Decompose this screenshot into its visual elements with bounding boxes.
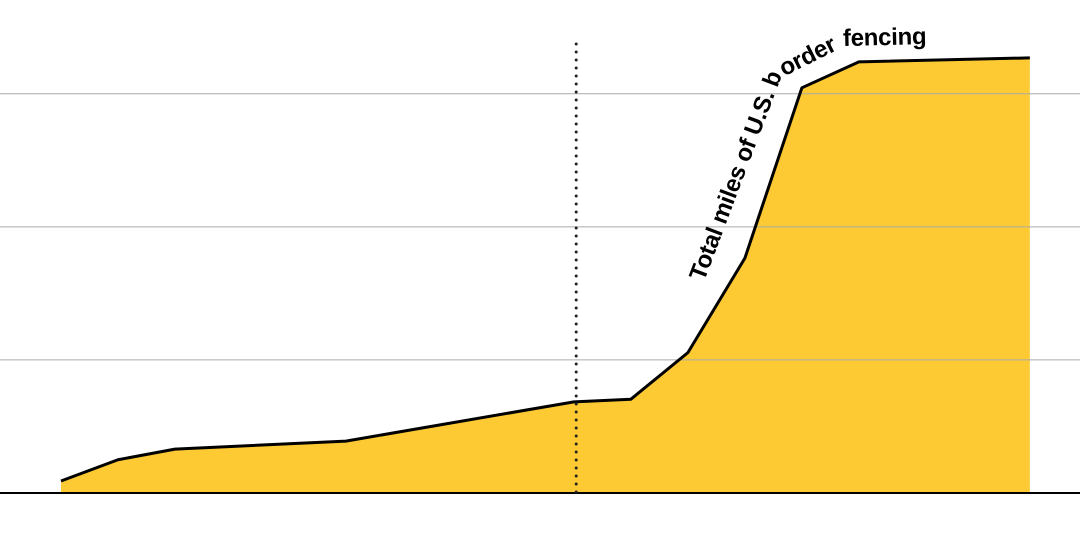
line [60, 56, 1030, 483]
area [60, 57, 1030, 493]
